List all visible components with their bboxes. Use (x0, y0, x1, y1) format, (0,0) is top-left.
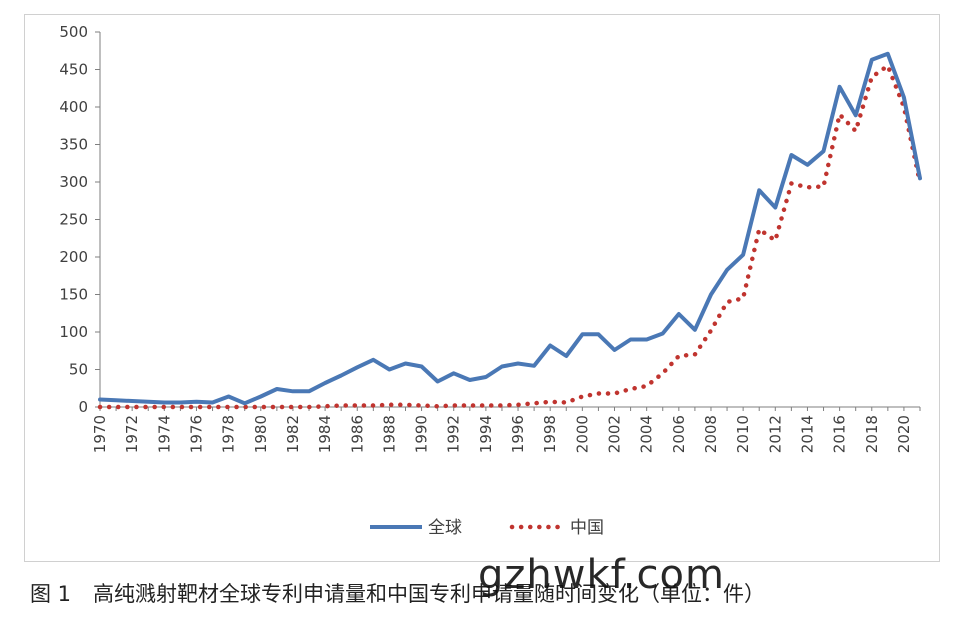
x-tick-label: 1994 (477, 415, 495, 453)
x-tick-label: 1990 (413, 415, 431, 453)
y-tick-label: 400 (59, 98, 88, 116)
x-axis-tick-labels: 1970 1972 1974 1976 1978 1980 1982 1984 1986 1988… (91, 415, 913, 453)
series-line-global (98, 51, 922, 406)
y-axis-tick-labels: 0 50 100 150 200 250 300 350 400 450 500 (59, 23, 88, 416)
axes-layer (95, 31, 921, 411)
legend: 全球 中国 (370, 518, 604, 538)
x-tick-label: 2000 (573, 415, 591, 453)
chart-frame: 0 50 100 150 200 250 300 350 400 450 500 1970 1972 1… (24, 14, 940, 562)
x-tick-label: 1978 (220, 415, 238, 453)
x-tick-label: 1980 (252, 415, 270, 453)
x-tick-label: 2004 (638, 415, 656, 453)
x-tick-label: 1996 (509, 415, 527, 453)
x-tick-label: 2010 (734, 415, 752, 453)
y-tick-label: 150 (59, 286, 88, 304)
figure-caption: 图 1 高纯溅射靶材全球专利申请量和中国专利申请量随时间变化（单位：件） (30, 578, 765, 608)
x-tick-label: 1984 (316, 415, 334, 453)
watermark: gzhwkf.com (478, 552, 725, 598)
series-layer (97, 51, 923, 410)
figure-number: 图 1 (30, 582, 72, 606)
x-tick-label: 1988 (380, 415, 398, 453)
x-tick-label: 1992 (445, 415, 463, 453)
x-tick-label: 1982 (284, 415, 302, 453)
x-tick-label: 1998 (541, 415, 559, 453)
x-tick-label: 1976 (187, 415, 205, 453)
x-tick-label: 2014 (798, 415, 816, 453)
y-tick-label: 0 (78, 398, 88, 416)
y-tick-label: 350 (59, 136, 88, 154)
x-tick-label: 1974 (155, 415, 173, 453)
x-tick-label: 2002 (606, 415, 624, 453)
x-tick-label: 1970 (91, 415, 109, 453)
x-tick-label: 2012 (766, 415, 784, 453)
y-tick-label: 300 (59, 173, 88, 191)
y-tick-label: 50 (69, 361, 88, 379)
y-tick-label: 450 (59, 61, 88, 79)
x-tick-label: 1986 (348, 415, 366, 453)
legend-label-global: 全球 (428, 518, 462, 538)
x-tick-label: 2008 (702, 415, 720, 453)
y-tick-label: 500 (59, 23, 88, 41)
y-tick-label: 100 (59, 323, 88, 341)
x-tick-label: 2020 (895, 415, 913, 453)
series-line-china (97, 63, 923, 410)
y-tick-label: 200 (59, 248, 88, 266)
x-tick-label: 1972 (123, 415, 141, 453)
figure-caption-text: 高纯溅射靶材全球专利申请量和中国专利申请量随时间变化（单位：件） (93, 582, 766, 606)
x-tick-label: 2018 (863, 415, 881, 453)
y-tick-label: 250 (59, 211, 88, 229)
x-tick-label: 2016 (831, 415, 849, 453)
legend-label-china: 中国 (570, 518, 604, 538)
x-tick-label: 2006 (670, 415, 688, 453)
